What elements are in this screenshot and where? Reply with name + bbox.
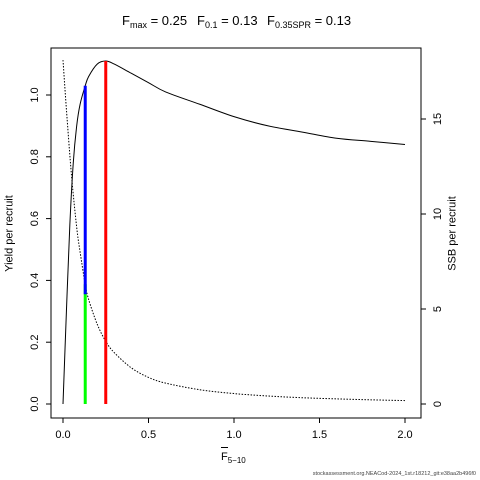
footer-note: stockassessment.org.NEACod-2024_1st.r182… (312, 471, 476, 477)
x-tick-label: 1.5 (312, 429, 327, 441)
x-axis-label: F5−10 (221, 447, 246, 465)
x-tick-label: 0.0 (55, 429, 70, 441)
y-left-tick-label: 0.8 (29, 149, 41, 164)
x-axis-label-overbar (221, 447, 228, 448)
x-tick-label: 1.0 (226, 429, 241, 441)
ssb-per-recruit-line (62, 60, 406, 402)
x-tick-label: 0.5 (141, 429, 156, 441)
title-fmax: Fmax = 0.25 (122, 13, 188, 30)
y-axis-label-left: Yield per recruit (3, 195, 16, 272)
yield-per-recruit-line (62, 60, 406, 405)
x-tick-label: 2.0 (397, 429, 412, 441)
y-right-tick-label: 5 (432, 306, 444, 312)
y-right-tick-label: 15 (432, 113, 444, 125)
y-left-tick-label: 1.0 (29, 87, 41, 102)
title-f01: F0.1 = 0.13 (197, 13, 258, 30)
title-fspr: F0.35SPR = 0.13 (267, 13, 352, 30)
y-axis-label-right: SSB per recruit (446, 196, 459, 271)
plot-frame (50, 47, 422, 419)
y-right-tick-label: 10 (432, 208, 444, 220)
y-left-tick-label: 0.4 (29, 273, 41, 288)
y-left-tick-label: 0.2 (29, 335, 41, 350)
y-right-tick-label: 0 (432, 401, 444, 407)
y-left-tick-label: 0.0 (29, 396, 41, 411)
y-left-tick-label: 0.6 (29, 211, 41, 226)
